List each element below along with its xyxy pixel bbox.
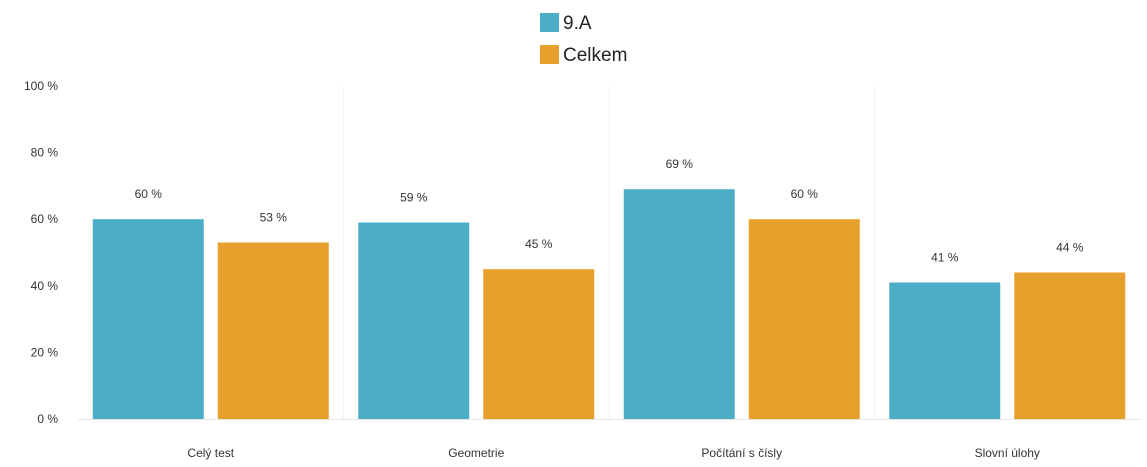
bar-1-1: [92, 219, 204, 419]
chart-legend: 9.A Celkem: [540, 13, 627, 66]
data-labels: 60 % 53 % 59 % 45 % 69 % 60 % 41 % 44 %: [135, 157, 1084, 264]
bar-2-1: [217, 242, 329, 419]
y-tick-label: 40 %: [31, 279, 59, 293]
y-tick-label: 80 %: [31, 146, 59, 160]
legend-swatch-1: [540, 13, 559, 32]
y-tick-label: 100 %: [24, 79, 58, 93]
legend-label-2: Celkem: [563, 45, 627, 66]
x-category-label: Slovní úlohy: [975, 446, 1040, 460]
bar-1-2: [358, 222, 470, 419]
data-label: 59 %: [400, 191, 428, 205]
data-label: 60 %: [791, 187, 819, 201]
legend-label-1: 9.A: [563, 13, 592, 34]
y-axis: 0 % 20 % 40 % 60 % 80 % 100 %: [24, 79, 58, 426]
data-label: 41 %: [931, 250, 959, 264]
data-label: 44 %: [1056, 240, 1084, 254]
x-category-label: Geometrie: [448, 446, 504, 460]
bar-2-2: [483, 269, 595, 419]
x-axis: Celý test Geometrie Počítání s čísly Slovní…: [187, 446, 1040, 460]
data-label: 69 %: [666, 157, 694, 171]
legend-swatch-2: [540, 45, 559, 64]
bar-1-3: [623, 189, 735, 419]
x-category-label: Počítání s čísly: [701, 446, 782, 460]
y-tick-label: 60 %: [31, 212, 59, 226]
bar-2-3: [748, 219, 860, 419]
chart-bars: [92, 189, 1126, 419]
bar-1-4: [889, 282, 1001, 419]
y-tick-label: 20 %: [31, 345, 59, 359]
bar-2-4: [1014, 272, 1126, 419]
data-label: 45 %: [525, 237, 553, 251]
chart-grid: [78, 86, 1140, 420]
data-label: 60 %: [135, 187, 163, 201]
y-tick-label: 0 %: [37, 412, 58, 426]
x-category-label: Celý test: [187, 446, 234, 460]
data-label: 53 %: [260, 211, 288, 225]
